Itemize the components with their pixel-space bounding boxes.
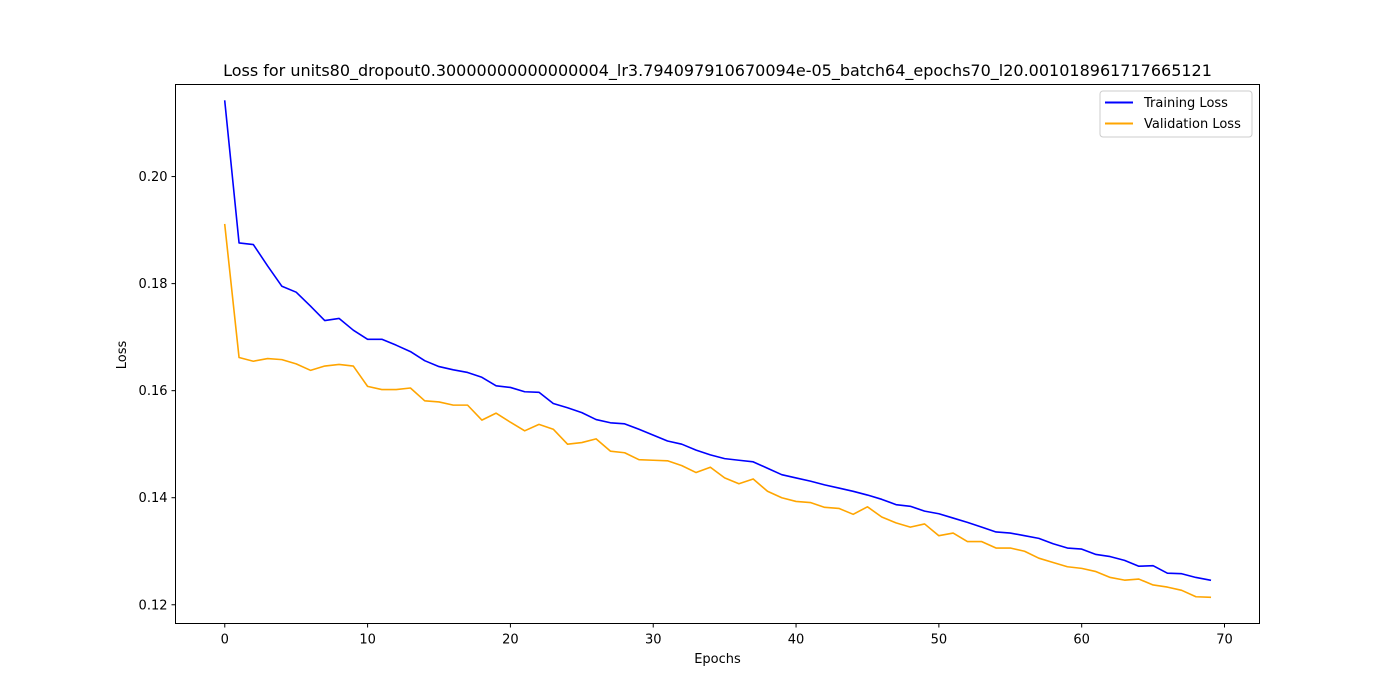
legend-label-validation-loss: Validation Loss <box>1144 117 1241 132</box>
x-tick-label: 20 <box>502 633 519 648</box>
plot-area-frame <box>175 84 1260 624</box>
y-tick-label: 0.18 <box>139 277 168 292</box>
legend: Training Loss Validation Loss <box>1099 90 1253 138</box>
chart-title: Loss for units80_dropout0.30000000000000… <box>223 61 1212 81</box>
x-tick-label: 40 <box>788 633 805 648</box>
x-tick-label: 60 <box>1073 633 1090 648</box>
x-tick-label: 0 <box>221 633 229 648</box>
x-tick-label: 50 <box>931 633 948 648</box>
y-tick-label: 0.14 <box>139 491 168 506</box>
y-tick-label: 0.16 <box>139 384 168 399</box>
x-tick-label: 70 <box>1216 633 1233 648</box>
y-axis-label: Loss <box>115 341 130 370</box>
legend-box <box>1099 90 1253 138</box>
series-line-training-loss <box>223 100 1212 582</box>
x-tick-label: 10 <box>359 633 376 648</box>
series-line-validation-loss <box>223 223 1212 599</box>
y-tick-label: 0.12 <box>139 598 168 613</box>
y-tick-label: 0.20 <box>139 170 168 185</box>
x-axis-label: Epochs <box>694 652 741 667</box>
series-layer <box>223 100 1212 599</box>
x-tick-label: 30 <box>645 633 662 648</box>
x-axis: 0 10 20 30 40 50 60 70 <box>221 623 1233 648</box>
legend-label-training-loss: Training Loss <box>1143 96 1228 111</box>
y-axis: 0.12 0.14 0.16 0.18 0.20 <box>139 170 176 613</box>
